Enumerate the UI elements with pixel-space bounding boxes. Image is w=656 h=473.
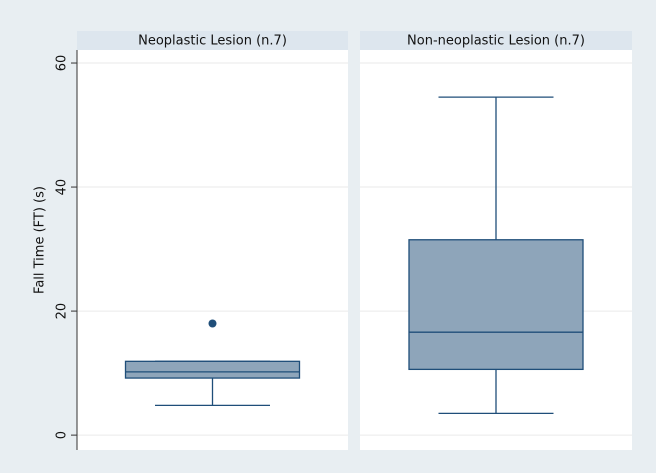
outlier — [208, 319, 217, 328]
y-tick-label: 40 — [55, 179, 70, 196]
panel-title: Non-neoplastic Lesion (n.7) — [407, 34, 585, 49]
y-tick-label: 20 — [55, 303, 70, 320]
y-tick-label: 60 — [55, 55, 70, 72]
y-tick-label: 0 — [55, 431, 70, 439]
y-axis-label: Fall Time (FT) (s) — [33, 186, 48, 294]
box — [408, 239, 584, 371]
panel-title: Neoplastic Lesion (n.7) — [138, 34, 287, 49]
box — [124, 360, 301, 379]
panel-header — [77, 31, 348, 50]
panel-header — [360, 31, 632, 50]
